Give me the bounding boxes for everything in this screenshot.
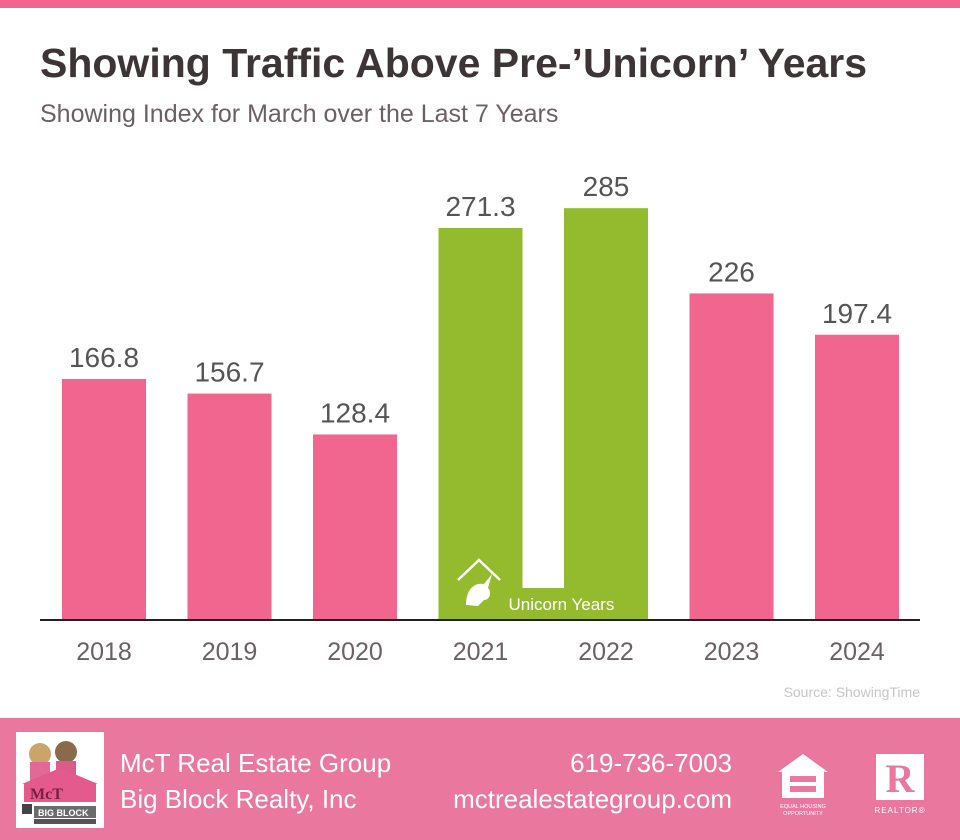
- bar-2023: [689, 293, 774, 620]
- top-accent-bar: [0, 0, 960, 8]
- svg-text:EQUAL HOUSING: EQUAL HOUSING: [780, 804, 826, 810]
- x-tick-label-2020: 2020: [327, 638, 383, 666]
- realtor-icon: R REALTOR®: [872, 750, 928, 822]
- website-link[interactable]: mctrealestategroup.com: [453, 784, 732, 814]
- mct-big-block-logo: McT BIG BLOCK: [16, 732, 104, 828]
- x-tick-label-2021: 2021: [453, 638, 509, 666]
- chart-title: Showing Traffic Above Pre-’Unicorn’ Year…: [40, 40, 868, 86]
- svg-text:McT: McT: [30, 786, 63, 803]
- data-label-2023: 226: [708, 256, 755, 287]
- data-label-2021: 271.3: [445, 191, 515, 222]
- data-label-2019: 156.7: [194, 357, 264, 388]
- bar-2018: [62, 378, 146, 620]
- data-label-2020: 128.4: [320, 397, 390, 428]
- x-tick-label-2018: 2018: [76, 638, 132, 666]
- data-label-2018: 166.8: [69, 342, 139, 373]
- data-label-2022: 285: [583, 171, 630, 202]
- unicorn-years-label: Unicorn Years: [509, 595, 615, 614]
- svg-text:BIG BLOCK: BIG BLOCK: [38, 808, 89, 818]
- chart-subtitle: Showing Index for March over the Last 7 …: [40, 100, 559, 128]
- bar-2022: [564, 208, 648, 621]
- svg-text:REALTOR®: REALTOR®: [875, 806, 926, 815]
- x-tick-label-2019: 2019: [202, 638, 258, 666]
- phone-number[interactable]: 619-736-7003: [570, 748, 732, 778]
- bar-2024: [815, 334, 899, 620]
- x-tick-label-2024: 2024: [829, 638, 885, 666]
- house-unicorn-icon: [457, 558, 501, 606]
- x-tick-label-2022: 2022: [578, 638, 634, 666]
- brokerage-name: Big Block Realty, Inc: [120, 784, 357, 814]
- source-note: Source: ShowingTime: [783, 684, 920, 700]
- equal-housing-opportunity-icon: EQUAL HOUSING OPPORTUNITY: [772, 748, 834, 820]
- footer: McT BIG BLOCK McT Real Estate Group Big …: [0, 718, 960, 840]
- bar-2020: [313, 434, 397, 620]
- bar-chart: 166.8 2018 156.7 2019 128.4 2020 271.3 2021 285 2…: [40, 171, 920, 666]
- bar-2021: [438, 227, 523, 620]
- data-label-2024: 197.4: [822, 298, 892, 329]
- svg-text:R: R: [886, 756, 916, 801]
- company-name: McT Real Estate Group: [120, 748, 392, 778]
- x-tick-label-2023: 2023: [704, 638, 760, 666]
- svg-text:OPPORTUNITY: OPPORTUNITY: [783, 811, 823, 817]
- bar-2019: [187, 393, 272, 620]
